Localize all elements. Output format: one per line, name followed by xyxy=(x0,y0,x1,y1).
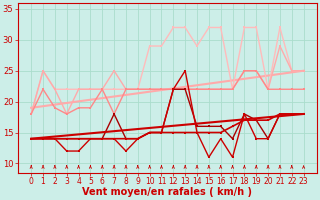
X-axis label: Vent moyen/en rafales ( km/h ): Vent moyen/en rafales ( km/h ) xyxy=(82,187,252,197)
